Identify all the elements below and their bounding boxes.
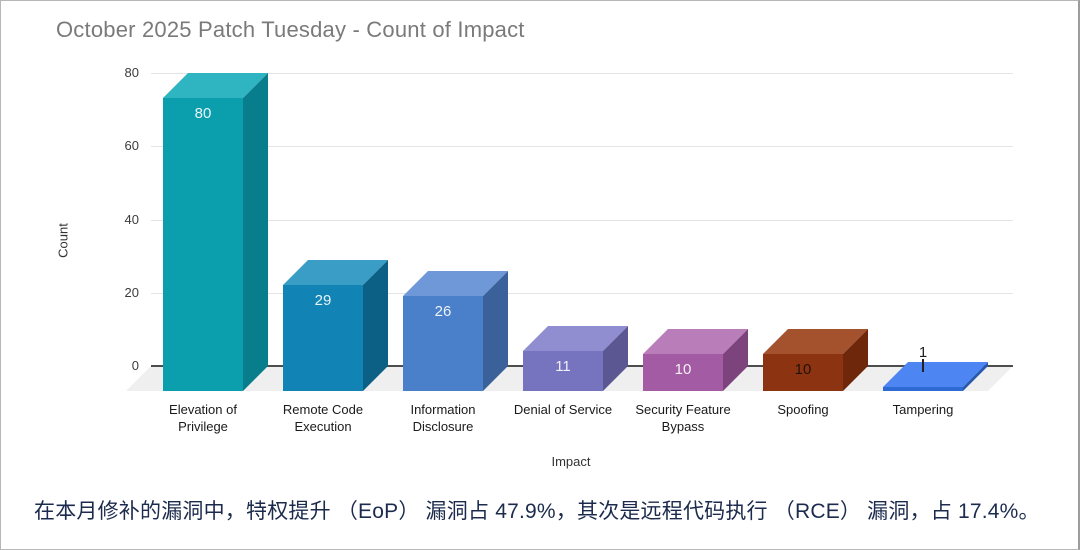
value-label-elevation-of-privilege: 80 — [194, 105, 212, 122]
value-label-security-feature-bypass: 10 — [674, 361, 692, 378]
category-label-line: Security Feature — [635, 402, 731, 417]
bar-spoofing — [763, 354, 843, 391]
value-label-information-disclosure: 26 — [434, 303, 452, 320]
gridline-60 — [151, 146, 1013, 147]
category-label-line: Elevation of — [169, 402, 237, 417]
category-label-remote-code-execution: Remote Code Execution — [253, 401, 393, 435]
bar-elevation-of-privilege — [163, 98, 243, 391]
bar-remote-code-execution — [283, 285, 363, 391]
gridline-80 — [151, 73, 1013, 74]
y-tick-label-0: 0 — [131, 358, 139, 373]
value-leader-line-tampering — [922, 359, 924, 372]
value-label-denial-of-service: 11 — [555, 358, 571, 375]
gridline-20 — [151, 293, 1013, 294]
category-label-spoofing: Spoofing — [733, 401, 873, 418]
bar-denial-of-service — [523, 351, 603, 391]
y-tick-label-40: 40 — [124, 212, 139, 227]
y-tick-label-80: 80 — [124, 65, 139, 80]
category-label-line: Privilege — [178, 419, 228, 434]
gridline-40 — [151, 220, 1013, 221]
category-label-security-feature-bypass: Security Feature Bypass — [613, 401, 753, 435]
y-tick-label-20: 20 — [124, 285, 139, 300]
value-label-spoofing: 10 — [794, 361, 812, 378]
x-axis-title: Impact — [551, 454, 591, 469]
caption-text: 在本月修补的漏洞中，特权提升 （EoP） 漏洞占 47.9%，其次是远程代码执行… — [34, 500, 1040, 523]
value-label-tampering: 1 — [918, 344, 928, 361]
category-label-line: Tampering — [892, 402, 954, 417]
category-label-line: Remote Code — [282, 402, 364, 417]
category-label-line: Spoofing — [777, 402, 829, 417]
y-axis-title: Count — [55, 223, 71, 258]
category-label-tampering: Tampering — [853, 401, 993, 418]
category-label-line: Disclosure — [412, 419, 474, 434]
bar-side-remote-code-execution — [363, 260, 388, 391]
category-label-information-disclosure: Information Disclosure — [373, 401, 513, 435]
bar-information-disclosure — [403, 296, 483, 391]
bar-tampering — [883, 387, 963, 391]
category-label-line: Information — [410, 402, 476, 417]
bar-security-feature-bypass — [643, 354, 723, 391]
value-label-remote-code-execution: 29 — [314, 292, 332, 309]
category-label-denial-of-service: Denial of Service — [493, 401, 633, 418]
y-tick-label-60: 60 — [124, 138, 139, 153]
chart-title: October 2025 Patch Tuesday - Count of Im… — [56, 17, 525, 42]
category-label-line: Bypass — [661, 419, 705, 434]
bar-side-elevation-of-privilege — [243, 73, 268, 391]
category-label-line: Execution — [294, 419, 352, 434]
category-label-elevation-of-privilege: Elevation of Privilege — [133, 401, 273, 435]
category-label-line: Denial of Service — [513, 402, 613, 417]
